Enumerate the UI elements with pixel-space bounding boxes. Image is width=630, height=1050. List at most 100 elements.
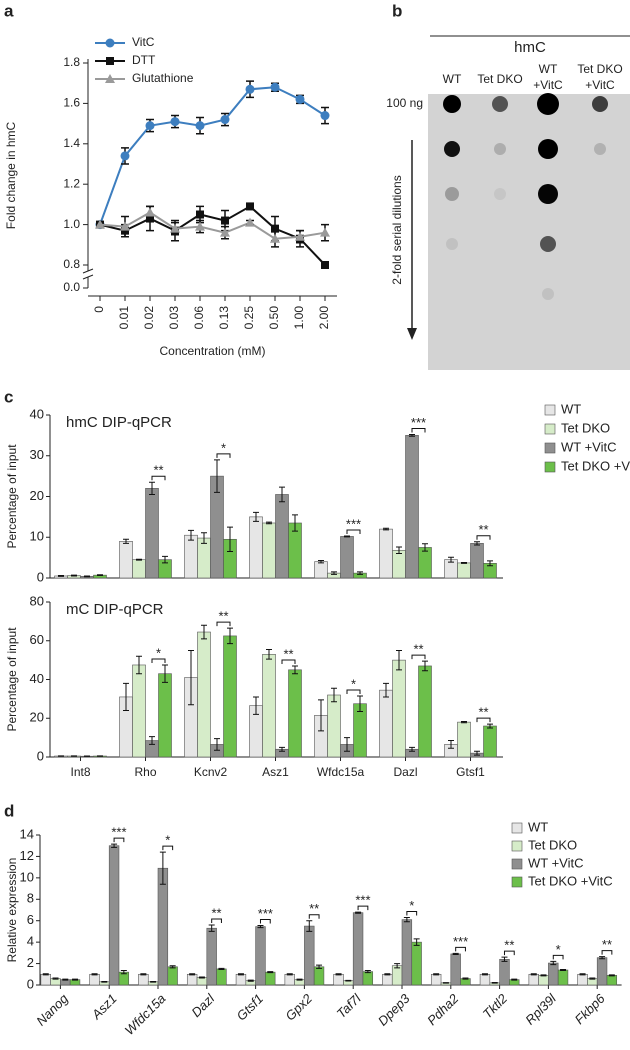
dot bbox=[538, 139, 558, 159]
significance-label: *** bbox=[411, 415, 426, 430]
y-tick-label: 80 bbox=[30, 593, 44, 608]
significance-bracket bbox=[346, 689, 361, 694]
error-bar bbox=[247, 979, 254, 982]
point bbox=[270, 82, 280, 92]
y-tick-label: 1.0 bbox=[63, 217, 80, 231]
error-bar bbox=[433, 973, 440, 976]
x-tick-label: Gtsf1 bbox=[456, 765, 485, 779]
error-bar bbox=[188, 529, 194, 541]
significance-label: ** bbox=[478, 522, 488, 537]
bar bbox=[340, 536, 354, 579]
significance-bracket bbox=[211, 918, 222, 923]
y-tick-label: 1.8 bbox=[63, 55, 80, 69]
error-bar bbox=[357, 571, 363, 575]
error-bar bbox=[316, 964, 323, 969]
y-axis-label: Percentage of input bbox=[5, 627, 19, 732]
bar bbox=[108, 845, 120, 986]
error-bar bbox=[201, 532, 207, 544]
bar bbox=[470, 543, 484, 579]
y-tick-label: 8 bbox=[27, 891, 34, 906]
panel-label: a bbox=[4, 1, 14, 20]
bar bbox=[132, 664, 146, 758]
point bbox=[271, 224, 279, 233]
bar bbox=[401, 919, 413, 986]
legend-label: WT +VitC bbox=[528, 855, 584, 870]
bar bbox=[418, 665, 432, 758]
significance-label: * bbox=[165, 833, 170, 848]
bar bbox=[548, 962, 559, 986]
error-bar bbox=[409, 434, 415, 437]
y-tick-label: 30 bbox=[30, 447, 44, 462]
bar bbox=[314, 561, 328, 579]
series-line bbox=[99, 211, 326, 240]
bar bbox=[457, 562, 471, 579]
error-bar bbox=[474, 541, 480, 546]
y-tick-label: 40 bbox=[30, 671, 44, 686]
x-tick-label: Nanog bbox=[33, 990, 71, 1028]
legend-swatch bbox=[544, 404, 556, 416]
error-bar bbox=[201, 624, 207, 640]
legend-swatch bbox=[544, 461, 556, 473]
bar bbox=[157, 867, 169, 986]
bar bbox=[255, 926, 266, 986]
x-tick-label: 0 bbox=[92, 306, 106, 313]
bar bbox=[138, 973, 149, 986]
x-tick-label: Dpep3 bbox=[375, 990, 413, 1028]
point bbox=[195, 221, 205, 231]
significance-label: *** bbox=[453, 934, 468, 949]
membrane bbox=[428, 94, 630, 370]
y-tick-label: 1.4 bbox=[63, 136, 80, 150]
x-tick-label: Int8 bbox=[70, 765, 90, 779]
error-bar bbox=[318, 699, 324, 732]
significance-bracket bbox=[476, 717, 491, 723]
significance-label: * bbox=[351, 676, 356, 691]
bar bbox=[382, 973, 393, 986]
error-bar bbox=[318, 559, 324, 564]
significance-label: * bbox=[556, 942, 561, 957]
y-tick-label: 0 bbox=[27, 976, 34, 991]
error-bar bbox=[111, 843, 118, 848]
panel-label: b bbox=[392, 1, 402, 20]
error-bar bbox=[422, 543, 428, 552]
error-bar bbox=[214, 459, 220, 493]
point bbox=[270, 233, 280, 243]
error-bar bbox=[237, 973, 244, 976]
error-bar bbox=[169, 965, 176, 969]
bar bbox=[197, 537, 211, 579]
row-label: 100 ng bbox=[386, 96, 423, 110]
point bbox=[320, 227, 330, 237]
axis-break bbox=[82, 268, 94, 280]
significance-bracket bbox=[308, 914, 320, 919]
error-bar bbox=[208, 924, 215, 932]
error-bar bbox=[384, 973, 391, 976]
x-tick-label: Wfdc15a bbox=[317, 765, 365, 779]
dot bbox=[537, 93, 559, 115]
error-bar bbox=[42, 973, 49, 976]
bar bbox=[450, 953, 461, 986]
point bbox=[246, 202, 254, 211]
error-bar bbox=[58, 575, 64, 577]
error-bar bbox=[97, 574, 103, 577]
error-bar bbox=[413, 938, 420, 946]
x-tick-label: Kcnv2 bbox=[194, 765, 228, 779]
significance-label: ** bbox=[153, 463, 163, 478]
bar bbox=[392, 659, 406, 758]
error-bar bbox=[306, 920, 313, 932]
error-bar bbox=[461, 562, 467, 564]
error-bar bbox=[214, 738, 220, 751]
legend-label: VitC bbox=[132, 35, 155, 49]
dots bbox=[443, 93, 608, 300]
significance-bracket bbox=[503, 950, 515, 956]
error-bar bbox=[227, 627, 233, 645]
error-bar bbox=[344, 535, 350, 538]
x-tick-label: Rpl39l bbox=[522, 990, 559, 1027]
error-bar bbox=[149, 481, 155, 495]
bar bbox=[538, 975, 549, 986]
panel-label: d bbox=[4, 801, 14, 820]
error-bar bbox=[403, 917, 410, 923]
panel-label: c bbox=[4, 387, 13, 406]
bar bbox=[197, 631, 211, 758]
error-bar bbox=[364, 970, 371, 974]
error-bar bbox=[159, 851, 166, 885]
bar bbox=[606, 975, 618, 986]
